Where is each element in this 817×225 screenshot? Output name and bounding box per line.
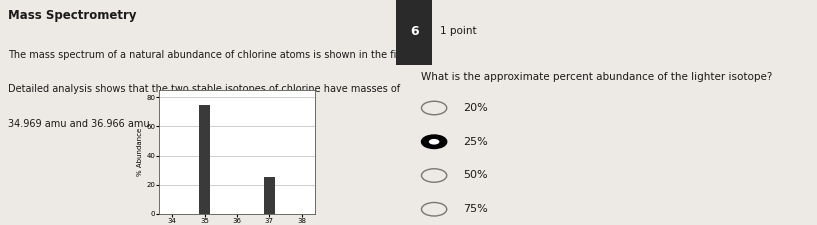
Text: 6: 6 xyxy=(410,25,418,38)
Text: 75%: 75% xyxy=(463,204,489,214)
Text: What is the approximate percent abundance of the lighter isotope?: What is the approximate percent abundanc… xyxy=(422,72,773,82)
Circle shape xyxy=(422,135,447,148)
Text: The mass spectrum of a natural abundance of chlorine atoms is shown in the figur: The mass spectrum of a natural abundance… xyxy=(7,50,422,59)
Text: 25%: 25% xyxy=(463,137,489,147)
Bar xyxy=(199,105,210,214)
Y-axis label: % Abundance: % Abundance xyxy=(137,128,143,176)
Text: Detailed analysis shows that the two stable isotopes of chlorine have masses of: Detailed analysis shows that the two sta… xyxy=(7,84,400,94)
Text: 1 point: 1 point xyxy=(440,27,477,36)
Text: 50%: 50% xyxy=(463,171,489,180)
Text: 20%: 20% xyxy=(463,103,489,113)
Text: 34.969 amu and 36.966 amu.: 34.969 amu and 36.966 amu. xyxy=(7,119,152,129)
Circle shape xyxy=(429,139,440,145)
Bar xyxy=(264,177,275,214)
FancyBboxPatch shape xyxy=(396,0,432,65)
Text: Mass Spectrometry: Mass Spectrometry xyxy=(7,9,136,22)
